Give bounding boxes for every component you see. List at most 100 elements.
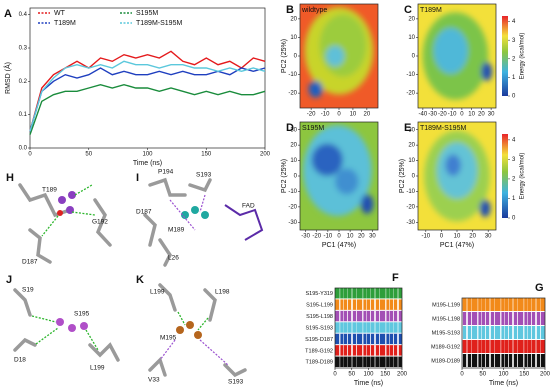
landscape-basin <box>360 194 374 214</box>
residue-label: M189 <box>168 227 185 234</box>
y-tick-label: -10 <box>288 72 297 78</box>
x-axis-label: Time (ns) <box>354 380 383 387</box>
landscape-basin <box>481 62 493 81</box>
x-tick-label: -20 <box>438 112 447 118</box>
residue-label: S195 <box>74 311 90 318</box>
landscape-basin <box>479 199 491 218</box>
y-tick-label: 0 <box>412 54 416 60</box>
row-label: M189-G192 <box>431 344 460 350</box>
structure-k <box>148 283 247 378</box>
x-tick-label: -30 <box>428 112 437 118</box>
colorbar <box>502 16 508 96</box>
y-tick-label: 20 <box>408 16 415 22</box>
panel-subtitle: S195M <box>302 125 324 132</box>
y-tick-label: 0.2 <box>19 79 28 85</box>
y-tick-label: -30 <box>406 220 415 226</box>
residue-label: L199 <box>150 289 165 296</box>
x-tick-label: 200 <box>397 372 408 378</box>
landscape <box>424 130 491 222</box>
structure-j <box>13 288 120 362</box>
landscape-basin <box>325 45 345 67</box>
row-label: T189-D189 <box>305 360 333 366</box>
landscape-basin <box>311 143 343 176</box>
x-tick-label: 150 <box>519 372 530 378</box>
panel-label: H <box>6 172 14 184</box>
series-line <box>29 50 266 132</box>
x-tick-label: 100 <box>363 372 374 378</box>
x-tick-label: -20 <box>312 234 321 240</box>
y-axis-label: RMSD (Å) <box>3 62 12 94</box>
legend-label: T189M <box>54 20 76 27</box>
landscape-basin <box>445 154 461 176</box>
panel-subtitle: T189M-S195M <box>420 125 466 132</box>
x-tick-label: 20 <box>358 234 365 240</box>
x-tick-label: 10 <box>350 112 357 118</box>
structure-h <box>18 183 112 264</box>
residue-label: P194 <box>158 169 174 176</box>
occupancy-gaps <box>335 322 402 333</box>
y-tick-label: 20 <box>290 143 297 149</box>
panel-label: B <box>286 4 294 16</box>
y-tick-label: 0.3 <box>19 46 28 52</box>
row-label: M195-L199 <box>432 302 460 308</box>
landscape <box>303 125 374 216</box>
occupancy-gaps <box>462 354 545 367</box>
plot-frame <box>29 7 266 149</box>
x-tick-label: 50 <box>348 372 355 378</box>
x-tick-label: 100 <box>142 152 153 158</box>
y-tick-label: -10 <box>406 189 415 195</box>
x-tick-label: -20 <box>307 112 316 118</box>
panel-label: G <box>535 282 544 294</box>
y-tick-label: -20 <box>288 91 297 97</box>
y-tick-label: 0.4 <box>19 12 28 18</box>
row-label: M195-L198 <box>432 316 460 322</box>
landscape-basin <box>308 80 323 98</box>
y-tick-label: -10 <box>406 72 415 78</box>
x-tick-label: 10 <box>468 112 475 118</box>
panel-label: J <box>6 274 12 286</box>
structure-i <box>143 177 264 267</box>
y-tick-label: 0.0 <box>19 146 28 152</box>
panel-label: E <box>404 122 411 134</box>
colorbar-tick-label: 1 <box>512 196 516 202</box>
x-tick-label: 100 <box>498 372 509 378</box>
x-tick-label: -10 <box>421 234 430 240</box>
x-tick-label: -10 <box>448 112 457 118</box>
y-tick-label: -30 <box>288 220 297 226</box>
x-tick-label: 0 <box>460 112 464 118</box>
y-tick-label: 10 <box>290 35 297 41</box>
x-tick-label: 30 <box>485 234 492 240</box>
x-tick-label: 50 <box>85 152 92 158</box>
colorbar-tick-label: 0 <box>512 216 516 222</box>
residue-label: S193 <box>196 172 212 179</box>
row-label: T189-G192 <box>305 348 333 354</box>
panel-label: F <box>392 272 399 284</box>
landscape <box>422 12 493 100</box>
residue-label: S193 <box>228 379 244 386</box>
y-axis-label: PC2 (25%) <box>399 159 406 193</box>
y-tick-label: -20 <box>406 91 415 97</box>
colorbar-tick-label: 4 <box>512 137 516 143</box>
y-tick-label: 10 <box>290 158 297 164</box>
occupancy-gaps <box>335 299 402 310</box>
residue-label: D18 <box>14 357 26 364</box>
residue-label: L26 <box>168 255 179 262</box>
y-tick-label: 20 <box>408 143 415 149</box>
x-axis-label: Time (ns) <box>489 380 518 387</box>
y-axis-label: PC2 (25%) <box>281 39 288 73</box>
x-tick-label: 0 <box>337 234 341 240</box>
legend-label: S195M <box>136 10 158 17</box>
x-tick-label: 20 <box>478 112 485 118</box>
x-tick-label: 150 <box>201 152 212 158</box>
series-line <box>29 60 266 132</box>
landscape-basin <box>433 27 468 74</box>
x-tick-label: 20 <box>364 112 371 118</box>
x-tick-label: 0 <box>333 372 337 378</box>
residue-label: T189 <box>42 187 57 194</box>
row-label: S195-D187 <box>305 337 333 343</box>
panel-label: I <box>136 172 139 184</box>
series-line <box>29 83 266 135</box>
occupancy-gaps <box>335 288 402 299</box>
colorbar-tick-label: 0 <box>512 94 516 100</box>
y-tick-label: 0 <box>294 174 298 180</box>
